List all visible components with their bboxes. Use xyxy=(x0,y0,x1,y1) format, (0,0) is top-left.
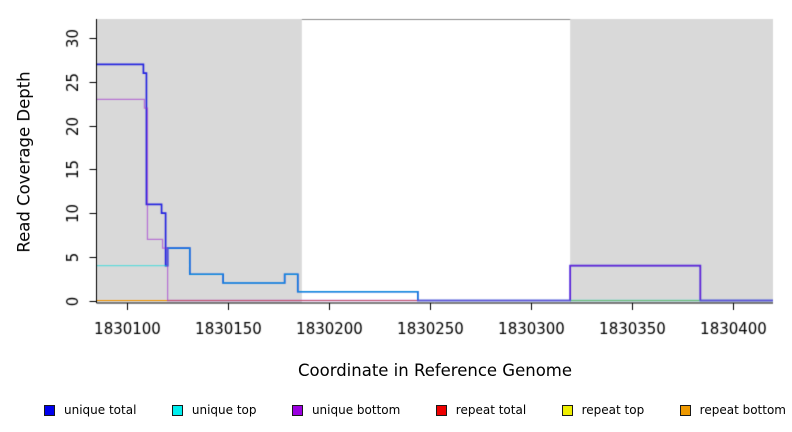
legend-item-repeat-bottom: repeat bottom xyxy=(679,403,786,417)
unique-bottom-swatch-icon xyxy=(291,404,303,416)
coverage-plot-canvas xyxy=(0,0,792,396)
y-axis-title: Read Coverage Depth xyxy=(14,71,34,253)
legend: unique total unique top unique bottom repea… xyxy=(44,398,786,422)
unique-top-swatch-icon xyxy=(171,404,183,416)
legend-label-repeat-top: repeat top xyxy=(581,403,645,417)
unique-total-swatch-icon xyxy=(44,404,55,416)
legend-item-unique-total: unique total xyxy=(44,403,136,417)
legend-label-unique-total: unique total xyxy=(64,403,137,417)
legend-item-repeat-total: repeat total xyxy=(435,403,527,417)
repeat-bottom-swatch-icon xyxy=(679,404,691,416)
legend-label-repeat-total: repeat total xyxy=(455,403,527,417)
legend-label-unique-top: unique top xyxy=(191,403,257,417)
legend-label-repeat-bottom: repeat bottom xyxy=(699,403,786,417)
x-axis-title: Coordinate in Reference Genome xyxy=(297,361,573,380)
legend-item-repeat-top: repeat top xyxy=(561,403,645,417)
repeat-top-swatch-icon xyxy=(561,404,573,416)
legend-label-unique-bottom: unique bottom xyxy=(311,403,401,417)
repeat-total-swatch-icon xyxy=(435,404,447,416)
legend-item-unique-top: unique top xyxy=(171,403,257,417)
legend-item-unique-bottom: unique bottom xyxy=(291,403,401,417)
